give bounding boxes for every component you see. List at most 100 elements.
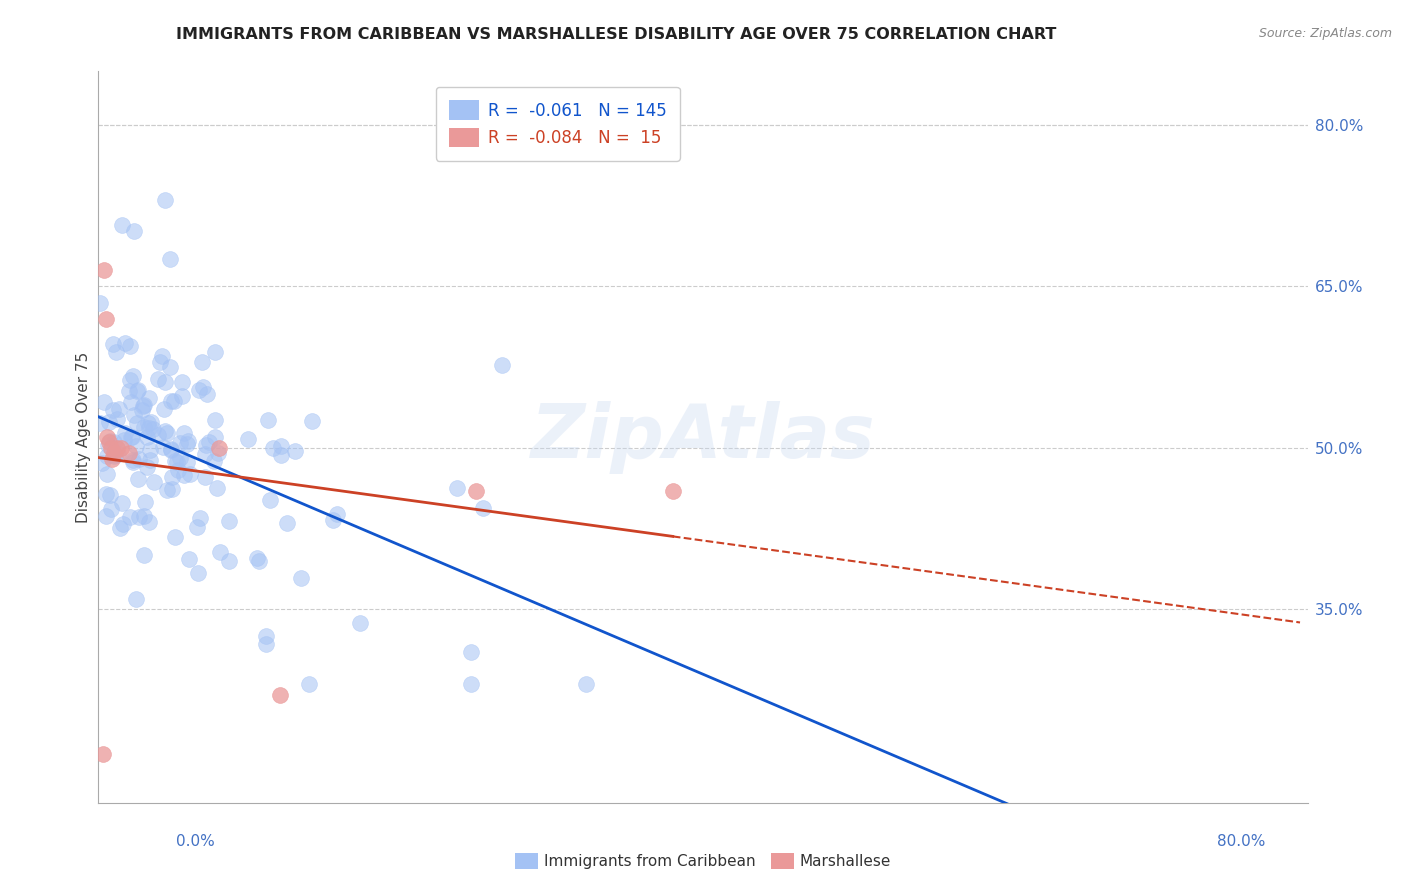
Point [103, 337, 125, 351]
Point [128, 451, 150, 466]
Point [132, 398, 155, 412]
Point [93, 263, 115, 277]
Point [257, 413, 280, 427]
Point [94, 509, 117, 524]
Point [128, 510, 150, 524]
Point [101, 451, 124, 466]
Point [103, 449, 125, 463]
Point [177, 552, 200, 566]
Point [108, 402, 131, 417]
Point [125, 384, 148, 399]
Point [270, 448, 292, 462]
Point [142, 422, 165, 436]
Point [198, 434, 221, 449]
Point [471, 500, 494, 515]
Text: Source: ZipAtlas.com: Source: ZipAtlas.com [1258, 27, 1392, 40]
Point [163, 394, 186, 409]
Point [114, 335, 136, 350]
Point [122, 455, 145, 469]
Point [134, 548, 156, 562]
Point [167, 462, 190, 476]
Point [160, 394, 183, 409]
Point [89, 295, 111, 310]
Point [103, 446, 125, 460]
Point [100, 441, 122, 455]
Point [159, 360, 181, 375]
Point [146, 372, 169, 386]
Point [120, 373, 142, 387]
Point [91, 747, 114, 762]
Point [191, 380, 214, 394]
Point [187, 566, 209, 580]
Point [149, 354, 172, 368]
Point [195, 438, 218, 452]
Point [325, 507, 347, 521]
Point [301, 414, 323, 428]
Point [131, 403, 153, 417]
Point [166, 454, 188, 468]
Point [127, 383, 149, 397]
Point [460, 677, 482, 691]
Point [112, 516, 135, 531]
Point [156, 483, 179, 497]
Point [91, 456, 114, 470]
Point [191, 355, 214, 369]
Point [136, 417, 159, 431]
Point [138, 443, 160, 458]
Point [93, 395, 115, 409]
Point [122, 453, 145, 467]
Point [173, 467, 195, 482]
Point [122, 225, 145, 239]
Point [125, 416, 148, 430]
Point [138, 515, 160, 529]
Point [118, 384, 141, 398]
Point [460, 645, 482, 659]
Text: IMMIGRANTS FROM CARIBBEAN VS MARSHALLESE DISABILITY AGE OVER 75 CORRELATION CHAR: IMMIGRANTS FROM CARIBBEAN VS MARSHALLESE… [176, 27, 1056, 42]
Legend: R =  -0.061   N = 145, R =  -0.084   N =  15: R = -0.061 N = 145, R = -0.084 N = 15 [436, 87, 679, 161]
Point [94, 311, 117, 326]
Point [96, 467, 118, 481]
Point [284, 444, 307, 458]
Point [177, 434, 200, 448]
Point [259, 492, 281, 507]
Point [104, 345, 127, 359]
Point [276, 516, 298, 530]
Point [160, 443, 183, 458]
Point [160, 470, 183, 484]
Point [98, 435, 121, 450]
Point [107, 447, 129, 461]
Point [188, 511, 211, 525]
Point [194, 470, 217, 484]
Text: 0.0%: 0.0% [176, 834, 215, 849]
Point [491, 358, 513, 372]
Point [465, 483, 488, 498]
Point [89, 417, 111, 431]
Text: 80.0%: 80.0% [1218, 834, 1265, 849]
Point [446, 481, 468, 495]
Point [172, 375, 194, 389]
Point [246, 551, 269, 566]
Point [247, 554, 270, 568]
Point [208, 441, 231, 455]
Point [218, 514, 240, 528]
Point [194, 447, 217, 461]
Point [150, 349, 173, 363]
Point [290, 571, 312, 585]
Point [111, 218, 134, 232]
Point [204, 430, 226, 444]
Point [136, 459, 159, 474]
Point [121, 429, 143, 443]
Point [205, 481, 228, 495]
Point [153, 424, 176, 438]
Point [111, 496, 134, 510]
Point [96, 430, 118, 444]
Point [236, 432, 259, 446]
Point [169, 436, 191, 450]
Point [103, 402, 125, 417]
Point [138, 391, 160, 405]
Point [134, 420, 156, 434]
Point [204, 344, 226, 359]
Point [105, 441, 128, 455]
Point [208, 545, 231, 559]
Point [118, 339, 141, 353]
